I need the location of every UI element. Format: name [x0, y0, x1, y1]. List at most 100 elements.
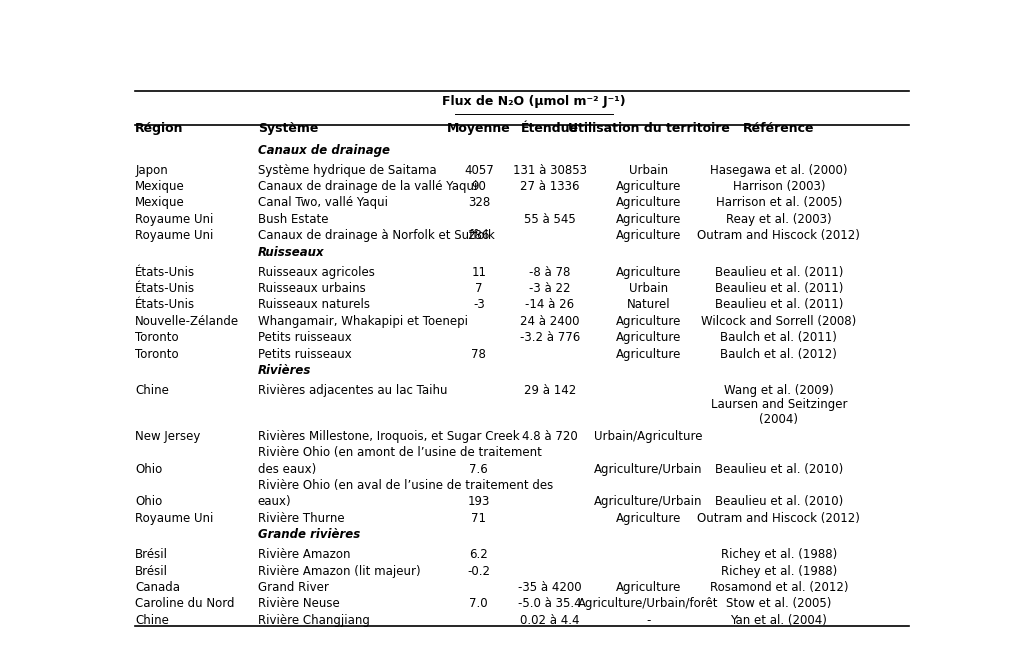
Text: Système hydrique de Saitama: Système hydrique de Saitama — [258, 163, 436, 176]
Text: Caroline du Nord: Caroline du Nord — [136, 598, 234, 610]
Text: Rivière Amazon: Rivière Amazon — [258, 548, 351, 561]
Text: 7.0: 7.0 — [470, 598, 488, 610]
Text: Brésil: Brésil — [136, 565, 168, 578]
Text: Région: Région — [136, 122, 183, 135]
Text: Brésil: Brésil — [136, 548, 168, 561]
Text: 286: 286 — [468, 229, 490, 242]
Text: Wilcock and Sorrell (2008): Wilcock and Sorrell (2008) — [701, 315, 857, 328]
Text: Système: Système — [258, 122, 318, 135]
Text: Agriculture/Urbain: Agriculture/Urbain — [594, 463, 703, 475]
Text: Agriculture: Agriculture — [615, 266, 682, 278]
Text: Moyenne: Moyenne — [447, 122, 511, 135]
Text: Royaume Uni: Royaume Uni — [136, 229, 214, 242]
Text: Baulch et al. (2011): Baulch et al. (2011) — [720, 331, 838, 344]
Text: Outram and Hiscock (2012): Outram and Hiscock (2012) — [697, 512, 860, 525]
Text: (2004): (2004) — [759, 413, 799, 426]
Text: Canaux de drainage de la vallé Yaqui: Canaux de drainage de la vallé Yaqui — [258, 180, 477, 193]
Text: Urbain: Urbain — [629, 163, 668, 176]
Text: 4057: 4057 — [464, 163, 493, 176]
Text: Hasegawa et al. (2000): Hasegawa et al. (2000) — [710, 163, 848, 176]
Text: -3.2 à 776: -3.2 à 776 — [520, 331, 580, 344]
Text: 90: 90 — [472, 180, 486, 193]
Text: Urbain/Agriculture: Urbain/Agriculture — [594, 430, 703, 443]
Text: Petits ruisseaux: Petits ruisseaux — [258, 331, 352, 344]
Text: Rivières Millestone, Iroquois, et Sugar Creek: Rivières Millestone, Iroquois, et Sugar … — [258, 430, 520, 443]
Text: États-Unis: États-Unis — [136, 282, 196, 295]
Text: Rivières adjacentes au lac Taihu: Rivières adjacentes au lac Taihu — [258, 384, 447, 397]
Text: Bush Estate: Bush Estate — [258, 213, 328, 226]
Text: Royaume Uni: Royaume Uni — [136, 512, 214, 525]
Text: Whangamair, Whakapipi et Toenepi: Whangamair, Whakapipi et Toenepi — [258, 315, 468, 328]
Text: 55 à 545: 55 à 545 — [524, 213, 576, 226]
Text: Mexique: Mexique — [136, 180, 185, 193]
Text: Agriculture: Agriculture — [615, 331, 682, 344]
Text: -5.0 à 35.4: -5.0 à 35.4 — [518, 598, 582, 610]
Text: -3 à 22: -3 à 22 — [529, 282, 571, 295]
Text: Rivière Neuse: Rivière Neuse — [258, 598, 339, 610]
Text: Canal Two, vallé Yaqui: Canal Two, vallé Yaqui — [258, 196, 387, 209]
Text: Canaux de drainage à Norfolk et Suffolk: Canaux de drainage à Norfolk et Suffolk — [258, 229, 494, 242]
Text: eaux): eaux) — [258, 495, 291, 508]
Text: Agriculture: Agriculture — [615, 512, 682, 525]
Text: États-Unis: États-Unis — [136, 266, 196, 278]
Text: 24 à 2400: 24 à 2400 — [520, 315, 580, 328]
Text: Rivière Ohio (en aval de l’usine de traitement des: Rivière Ohio (en aval de l’usine de trai… — [258, 479, 553, 492]
Text: 328: 328 — [468, 196, 490, 209]
Text: Grand River: Grand River — [258, 581, 328, 594]
Text: Agriculture/Urbain/forêt: Agriculture/Urbain/forêt — [579, 598, 718, 610]
Text: -3: -3 — [473, 298, 485, 311]
Text: Ruisseaux naturels: Ruisseaux naturels — [258, 298, 370, 311]
Text: New Jersey: New Jersey — [136, 430, 201, 443]
Text: Ohio: Ohio — [136, 463, 162, 475]
Text: 4.8 à 720: 4.8 à 720 — [522, 430, 578, 443]
Text: Yan et al. (2004): Yan et al. (2004) — [731, 614, 827, 627]
Text: Utilisation du territoire: Utilisation du territoire — [568, 122, 730, 135]
Text: Grande rivières: Grande rivières — [258, 528, 360, 541]
Text: Nouvelle-Zélande: Nouvelle-Zélande — [136, 315, 239, 328]
Text: 7.6: 7.6 — [470, 463, 488, 475]
Text: 193: 193 — [468, 495, 490, 508]
Text: Rivière Thurne: Rivière Thurne — [258, 512, 344, 525]
Text: Ruisseaux: Ruisseaux — [258, 245, 324, 258]
Text: Chine: Chine — [136, 384, 169, 397]
Text: Beaulieu et al. (2010): Beaulieu et al. (2010) — [714, 495, 843, 508]
Text: Canaux de drainage: Canaux de drainage — [258, 143, 389, 157]
Text: Wang et al. (2009): Wang et al. (2009) — [725, 384, 834, 397]
Text: Agriculture: Agriculture — [615, 196, 682, 209]
Text: Agriculture: Agriculture — [615, 315, 682, 328]
Text: Royaume Uni: Royaume Uni — [136, 213, 214, 226]
Text: 11: 11 — [472, 266, 486, 278]
Text: Ruisseaux urbains: Ruisseaux urbains — [258, 282, 366, 295]
Text: États-Unis: États-Unis — [136, 298, 196, 311]
Text: Référence: Référence — [743, 122, 814, 135]
Text: 27 à 1336: 27 à 1336 — [520, 180, 580, 193]
Text: Chine: Chine — [136, 614, 169, 627]
Text: 71: 71 — [472, 512, 486, 525]
Text: -: - — [646, 614, 651, 627]
Text: 6.2: 6.2 — [470, 548, 488, 561]
Text: Laursen and Seitzinger: Laursen and Seitzinger — [710, 399, 847, 412]
Text: -0.2: -0.2 — [468, 565, 490, 578]
Text: Beaulieu et al. (2011): Beaulieu et al. (2011) — [714, 298, 843, 311]
Text: Beaulieu et al. (2010): Beaulieu et al. (2010) — [714, 463, 843, 475]
Text: -35 à 4200: -35 à 4200 — [518, 581, 582, 594]
Text: Agriculture: Agriculture — [615, 348, 682, 360]
Text: Beaulieu et al. (2011): Beaulieu et al. (2011) — [714, 266, 843, 278]
Text: Rivière Ohio (en amont de l’usine de traitement: Rivière Ohio (en amont de l’usine de tra… — [258, 446, 541, 459]
Text: Rosamond et al. (2012): Rosamond et al. (2012) — [709, 581, 848, 594]
Text: Urbain: Urbain — [629, 282, 668, 295]
Text: Ruisseaux agricoles: Ruisseaux agricoles — [258, 266, 375, 278]
Text: Mexique: Mexique — [136, 196, 185, 209]
Text: Outram and Hiscock (2012): Outram and Hiscock (2012) — [697, 229, 860, 242]
Text: Étendue: Étendue — [521, 122, 579, 135]
Text: des eaux): des eaux) — [258, 463, 316, 475]
Text: 7: 7 — [475, 282, 483, 295]
Text: Naturel: Naturel — [627, 298, 671, 311]
Text: Harrison (2003): Harrison (2003) — [733, 180, 825, 193]
Text: 131 à 30853: 131 à 30853 — [513, 163, 587, 176]
Text: Agriculture: Agriculture — [615, 581, 682, 594]
Text: Petits ruisseaux: Petits ruisseaux — [258, 348, 352, 360]
Text: Harrison et al. (2005): Harrison et al. (2005) — [715, 196, 842, 209]
Text: Canada: Canada — [136, 581, 180, 594]
Text: Richey et al. (1988): Richey et al. (1988) — [720, 548, 837, 561]
